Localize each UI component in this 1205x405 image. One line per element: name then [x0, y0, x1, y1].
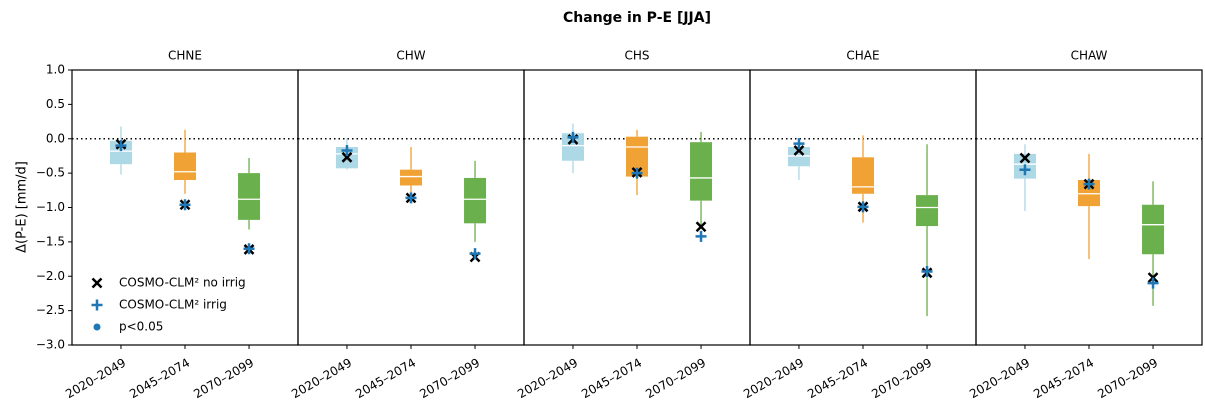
- marker: [341, 151, 353, 163]
- y-tick-label: −2.5: [36, 303, 65, 317]
- marker: [1019, 152, 1031, 164]
- x-tick-label: 2020–2049: [741, 356, 806, 402]
- box: [174, 152, 196, 180]
- box: [561, 133, 584, 161]
- y-tick-label: −1.0: [36, 200, 65, 214]
- box: [1078, 180, 1100, 207]
- legend-marker: [91, 299, 103, 311]
- panel-frame: [297, 69, 525, 346]
- box: [852, 157, 874, 194]
- x-tick-label: 2020–2049: [515, 356, 580, 402]
- x-tick-label: 2070–2099: [191, 356, 256, 402]
- y-tick-label: −1.5: [36, 234, 65, 248]
- box: [916, 195, 939, 227]
- legend-marker: [93, 323, 101, 331]
- x-tick-label: 2045–2074: [1031, 356, 1096, 402]
- legend-label: COSMO-CLM² irrig: [119, 298, 227, 312]
- box: [464, 177, 487, 224]
- marker: [243, 243, 255, 255]
- marker: [695, 221, 707, 233]
- marker: [631, 167, 643, 179]
- x-tick-label: 2020–2049: [289, 356, 354, 402]
- panel-title: CHAE: [846, 49, 879, 63]
- y-tick-label: 1.0: [46, 63, 65, 77]
- chart-title: Change in P-E [JJA]: [563, 10, 711, 26]
- marker: [405, 192, 417, 204]
- panel-title: CHW: [396, 49, 425, 63]
- x-tick-label: 2070–2099: [417, 356, 482, 402]
- y-axis-label: Δ(P-E) [mm/d]: [15, 161, 30, 253]
- panel-title: CHNE: [168, 49, 202, 63]
- box: [1142, 204, 1165, 255]
- marker: [179, 199, 191, 211]
- box: [238, 173, 261, 220]
- x-tick-label: 2045–2074: [353, 356, 418, 402]
- marker: [567, 131, 579, 143]
- marker: [341, 144, 353, 156]
- marker: [1147, 277, 1159, 289]
- x-tick-label: 2070–2099: [869, 356, 934, 402]
- panel-title: CHAW: [1071, 49, 1108, 63]
- box: [690, 142, 713, 201]
- box: [787, 147, 810, 167]
- x-tick-label: 2020–2049: [63, 356, 128, 402]
- marker: [469, 248, 481, 260]
- x-tick-label: 2070–2099: [1095, 356, 1160, 402]
- x-tick-label: 2020–2049: [967, 356, 1032, 402]
- y-tick-label: −3.0: [36, 338, 65, 352]
- marker: [1019, 164, 1031, 176]
- marker: [793, 145, 805, 156]
- panel-title: CHS: [624, 49, 649, 63]
- box: [400, 169, 422, 186]
- panel-frame: [523, 69, 751, 346]
- y-tick-label: 0.0: [46, 131, 65, 145]
- legend-marker: [91, 277, 103, 289]
- marker: [793, 138, 805, 150]
- legend-label: p<0.05: [119, 320, 163, 334]
- marker: [115, 140, 127, 152]
- x-tick-label: 2070–2099: [643, 356, 708, 402]
- y-tick-label: −2.0: [36, 269, 65, 283]
- x-tick-label: 2045–2074: [579, 356, 644, 402]
- y-tick-label: −0.5: [36, 166, 65, 180]
- y-tick-label: 0.5: [46, 97, 65, 111]
- marker: [1083, 178, 1095, 190]
- legend-label: COSMO-CLM² no irrig: [119, 276, 246, 290]
- panel-frame: [975, 69, 1203, 346]
- marker: [921, 265, 933, 277]
- marker: [857, 201, 869, 213]
- x-tick-label: 2045–2074: [805, 356, 870, 402]
- marker: [695, 230, 707, 242]
- x-tick-label: 2045–2074: [127, 356, 192, 402]
